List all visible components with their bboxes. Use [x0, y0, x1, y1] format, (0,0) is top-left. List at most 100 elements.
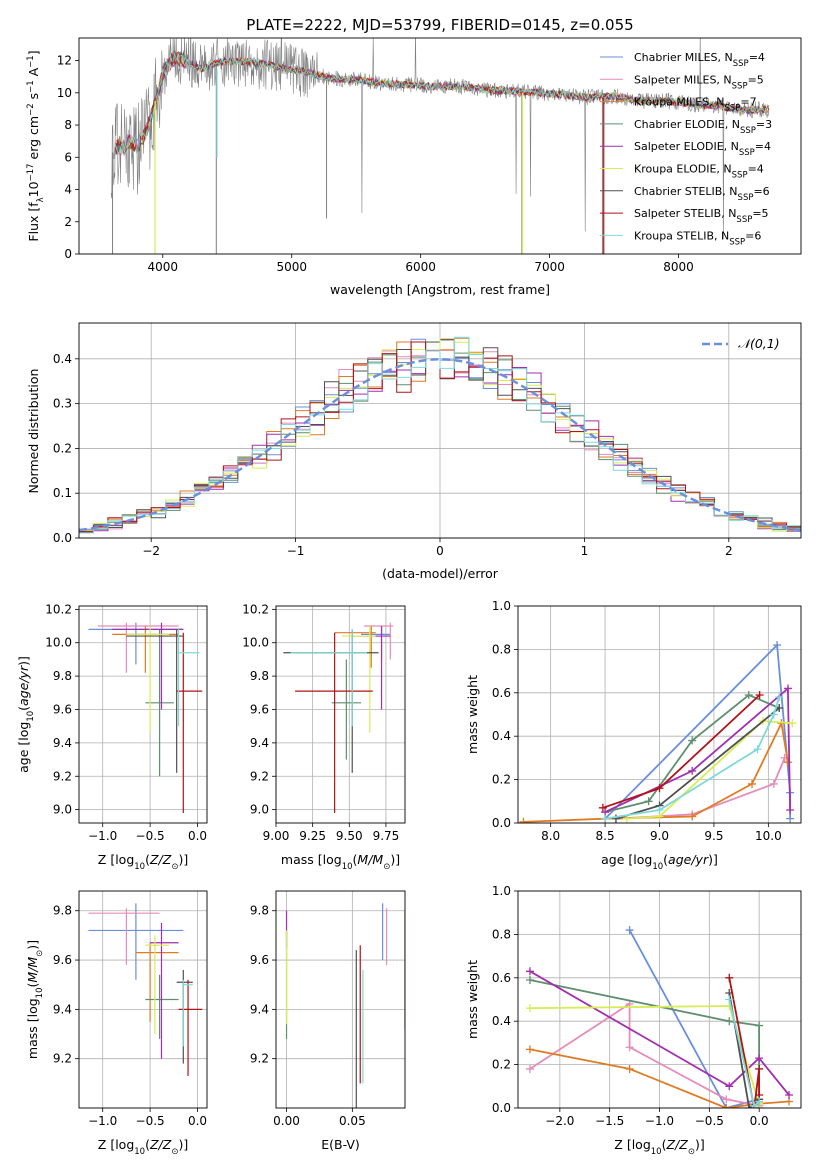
- mass-weight-marker: [525, 967, 534, 976]
- residual-histogram: [79, 336, 801, 535]
- x-tick-label: −1.0: [88, 829, 117, 843]
- y-tick-label: 9.4: [250, 1002, 269, 1016]
- label-part: Salpeter ELODIE, N: [634, 140, 739, 153]
- x-tick-label: 5000: [276, 260, 307, 274]
- mass-weight-marker: [722, 1104, 731, 1108]
- mass-weight-marker: [688, 812, 697, 821]
- legend-label: Chabrier ELODIE, NSSP=3: [634, 118, 772, 136]
- mass-weight-line: [728, 977, 760, 1108]
- mass-weight-marker: [722, 1095, 731, 1104]
- label-part: Z [log: [98, 1137, 134, 1152]
- y-tick-label: 1.0: [492, 884, 511, 898]
- label-part: (: [662, 1137, 667, 1152]
- y-tick-label: 9.8: [53, 904, 72, 918]
- label-part: )]: [25, 940, 40, 950]
- x-tick-label: 0.05: [339, 1114, 366, 1128]
- x-tick-label: 9.0: [650, 829, 669, 843]
- plot-area: [525, 926, 794, 1108]
- legend-label: 𝒩(0,1): [738, 336, 780, 351]
- plot-area: [88, 903, 203, 1076]
- y-tick-label: 9.8: [53, 669, 72, 683]
- x-tick-label: 1: [581, 544, 589, 558]
- y-tick-label: 0.0: [492, 1101, 511, 1115]
- y-axis-label: mass weight: [465, 960, 480, 1039]
- axes-frame: [78, 322, 802, 539]
- x-tick-label: 9.50: [336, 829, 363, 843]
- plot-area: [285, 903, 405, 1108]
- x-axis-label: age [log10(age/yr)]: [601, 852, 718, 872]
- y-tick-label: 9.2: [250, 1052, 269, 1066]
- label-part: =6: [745, 229, 761, 242]
- x-tick-label: 7000: [534, 260, 565, 274]
- model-spectrum: [113, 51, 770, 159]
- plot-age-vs-Z: −1.0 −0.5 0.0 9.0 9.2 9.4 9.6 9.8 10.0 10.2 Z [log…: [16, 602, 208, 872]
- y-tick-label: 9.6: [53, 953, 72, 967]
- label-part: )]: [178, 1137, 188, 1152]
- mass-weight-marker: [688, 766, 697, 775]
- y-tick-label: 4: [64, 183, 72, 197]
- label-part: )]: [178, 852, 188, 867]
- y-tick-label: 2: [64, 215, 72, 229]
- mass-weight-marker: [786, 814, 795, 823]
- y-tick-label: 9.8: [250, 669, 269, 683]
- label-part: =5: [748, 73, 764, 86]
- y-tick-label: 9.2: [250, 769, 269, 783]
- x-tick-label: 0.00: [273, 1114, 300, 1128]
- y-axis-label: Normed distribution: [26, 369, 41, 494]
- x-tick-label: −0.5: [695, 1114, 724, 1128]
- mass-weight-marker: [725, 973, 734, 982]
- x-tick-label: 9.5: [704, 829, 723, 843]
- x-tick-label: −0.5: [136, 829, 165, 843]
- mass-weight-marker: [755, 690, 764, 699]
- legend-label: Kroupa MILES, NSSP=7: [634, 96, 757, 114]
- axes-frame: [517, 890, 802, 1109]
- x-tick-label: 0.0: [750, 1114, 769, 1128]
- label-part: E(B-V): [321, 1137, 360, 1152]
- y-tick-label: 9.6: [250, 702, 269, 716]
- y-axis-label: mass weight: [465, 675, 480, 754]
- label-part: =4: [748, 163, 764, 176]
- x-tick-label: −0.5: [136, 1114, 165, 1128]
- mass-weight-marker: [769, 779, 778, 788]
- label-part: SSP: [729, 237, 745, 247]
- y-tick-label: 0.4: [492, 1014, 511, 1028]
- label-part: M/M: [25, 957, 40, 983]
- gaussian-reference-curve: [79, 358, 801, 532]
- mass-weight-marker: [788, 719, 797, 728]
- mass-weight-marker: [525, 1045, 534, 1054]
- label-part: age/yr: [668, 852, 709, 867]
- mass-weight-marker: [688, 736, 697, 745]
- mass-weight-line: [529, 970, 790, 1096]
- label-part: ]: [26, 50, 41, 55]
- y-tick-label: 0: [64, 247, 72, 261]
- x-tick-label: 6000: [405, 260, 436, 274]
- mass-weight-marker: [750, 1101, 759, 1108]
- label-part: )]: [695, 1137, 705, 1152]
- label-part: age [log: [601, 852, 652, 867]
- y-tick-label: 9.0: [250, 803, 269, 817]
- label-part: SSP: [732, 171, 748, 181]
- label-part: 10: [651, 1147, 662, 1157]
- y-tick-label: 10.0: [45, 636, 72, 650]
- label-part: SSP: [738, 193, 754, 203]
- plot-area: [519, 641, 797, 823]
- plot-age-vs-mass: 9.00 9.25 9.50 9.75 9.0 9.2 9.4 9.6 9.8 10.0 10.2 m…: [242, 602, 406, 872]
- mass-weight-line: [523, 720, 789, 823]
- label-part: SSP: [740, 126, 756, 136]
- label-part: Kroupa MILES, N: [634, 96, 724, 109]
- plot-residuals: −2 −1 0 1 2 0.0 0.1 0.2 0.3 0.4 𝒩(0,1) (data-model)…: [26, 322, 802, 581]
- label-part: =6: [753, 185, 769, 198]
- x-tick-label: −2.0: [545, 1114, 574, 1128]
- label-part: wavelength [Angstrom, rest frame]: [330, 282, 550, 297]
- mass-weight-line: [604, 686, 791, 813]
- y-tick-label: 0.2: [492, 773, 511, 787]
- mass-weight-marker: [783, 758, 792, 767]
- y-tick-label: 9.8: [250, 904, 269, 918]
- legend-label: Salpeter ELODIE, NSSP=4: [634, 140, 771, 158]
- x-axis-label: mass [log10(M/M⊙)]: [281, 852, 400, 872]
- label-part: Kroupa STELIB, N: [634, 229, 729, 242]
- mass-weight-marker: [725, 1017, 734, 1026]
- axes-frame: [275, 605, 406, 824]
- mass-weight-marker: [625, 1043, 634, 1052]
